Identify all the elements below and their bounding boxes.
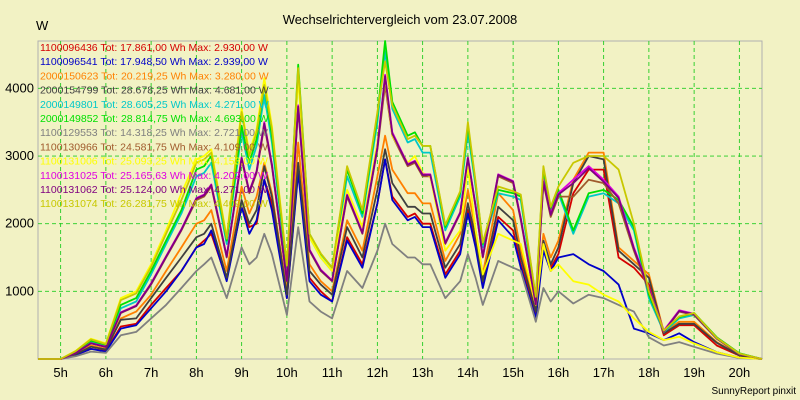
legend-entry: 1100096541 Tot: 17.948,50 Wh Max: 2.939,… (40, 56, 268, 68)
x-tick-label: 15h (502, 365, 524, 380)
series-line-2 (38, 158, 763, 360)
chart-title: Wechselrichtervergleich vom 23.07.2008 (283, 12, 518, 27)
x-tick-label: 14h (457, 365, 479, 380)
legend-entry: 1100129553 Tot: 14.318,25 Wh Max: 2.721,… (40, 127, 268, 139)
legend-entry: 1100130966 Tot: 24.581,75 Wh Max: 4.109,… (40, 141, 268, 153)
plot-area: 1000 2000 3000 4000 5h 6h 7h 8h 9h 10h 11h 12h 13h 14… (5, 40, 763, 380)
x-tick-label: 17h (593, 365, 615, 380)
credit-label: SunnyReport pinxit (712, 386, 797, 397)
x-tick-label: 11h (322, 365, 343, 380)
x-tick-label: 7h (144, 365, 158, 380)
legend-entry: 1100131074 Tot: 26.281,75 Wh Max: 4.409,… (40, 198, 268, 210)
legend-entry: 1100096436 Tot: 17.861,00 Wh Max: 2.930,… (40, 42, 268, 54)
series-line-12 (38, 60, 763, 360)
legend-entry: 2000149801 Tot: 28.605,25 Wh Max: 4.271,… (40, 99, 269, 111)
plot-frame (37, 40, 763, 360)
legend-entry: 2000149852 Tot: 28.814,75 Wh Max: 4.693,… (40, 113, 269, 125)
y-tick-label: 1000 (5, 283, 34, 298)
legend-entry: 1100131025 Tot: 25.165,63 Wh Max: 4.202,… (40, 170, 268, 182)
x-tick-label: 16h (548, 365, 570, 380)
x-tick-label: 12h (367, 365, 389, 380)
series-line-11 (38, 75, 763, 360)
legend-entry: 1100131062 Tot: 25.124,00 Wh Max: 4.271,… (40, 184, 268, 196)
series-line-7 (38, 222, 763, 360)
x-tick-label: 20h (729, 365, 751, 380)
x-tick-label: 10h (276, 365, 298, 380)
y-tick-label: 4000 (5, 80, 34, 95)
y-tick-label: 3000 (5, 148, 34, 163)
x-tick-label: 19h (683, 365, 705, 380)
y-axis-unit-label: W (36, 18, 49, 33)
legend-entry: 1100131006 Tot: 25.093,25 Wh Max: 4.153,… (40, 156, 268, 168)
legend-entry: 2000154799 Tot: 28.678,25 Wh Max: 4.681,… (40, 85, 269, 97)
series-line-5 (38, 50, 763, 360)
x-tick-label: 6h (99, 365, 113, 380)
legend-entry: 2000150623 Tot: 20.219,25 Wh Max: 3.280,… (40, 70, 269, 82)
x-tick-label: 9h (234, 365, 248, 380)
x-tick-label: 18h (638, 365, 660, 380)
x-tick-label: 13h (412, 365, 434, 380)
series-line-3 (38, 134, 763, 360)
x-tick-label: 5h (53, 365, 67, 380)
y-tick-label: 2000 (5, 216, 34, 231)
x-tick-label: 8h (189, 365, 203, 380)
series-line-4 (38, 148, 763, 360)
